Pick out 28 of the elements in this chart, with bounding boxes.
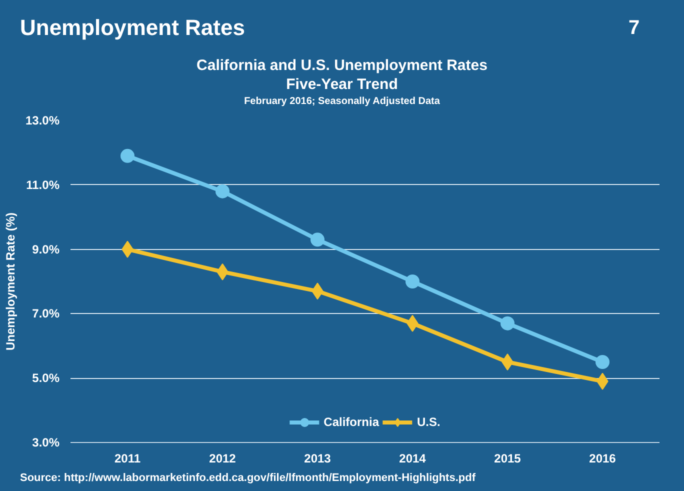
y-tick-label: 9.0%	[32, 242, 60, 256]
source-note: Source: http://www.labormarketinfo.edd.ca.gov/file/lfmonth/Employment-Highlights.pdf	[20, 471, 476, 486]
chart-title: Unemployment Rates	[20, 14, 245, 42]
point	[120, 148, 134, 163]
text: February 2016; Seasonally Adjusted Data	[244, 95, 440, 109]
legend-label: U.S.	[417, 415, 440, 429]
text: 7	[628, 16, 640, 41]
y-axis-title: Unemployment Rate (%)	[3, 212, 18, 351]
text: Five-Year Trend	[286, 76, 398, 94]
point	[310, 232, 324, 247]
point	[406, 274, 420, 288]
legend-label: California	[324, 415, 379, 429]
point	[502, 354, 514, 370]
chart-subtitle: California and U.S. Unemployment Rates	[196, 56, 488, 76]
y-tick-label: 11.0%	[26, 178, 60, 192]
y-tick-label: 3.0%	[32, 436, 60, 450]
point	[596, 355, 610, 369]
point	[500, 316, 514, 330]
x-tick-label: 2016	[589, 452, 616, 466]
x-tick-label: 2015	[494, 452, 522, 466]
point	[216, 184, 230, 198]
x-tick-label: 2011	[114, 452, 141, 466]
x-tick-label: 2014	[399, 452, 426, 466]
y-tick-label: 7.0%	[32, 306, 60, 321]
y-tick-label: 5.0%	[32, 371, 60, 386]
x-tick-label: 2012	[209, 452, 236, 466]
x-tick-label: 2013	[304, 452, 332, 466]
y-tick-label: 13.0%	[25, 114, 60, 128]
